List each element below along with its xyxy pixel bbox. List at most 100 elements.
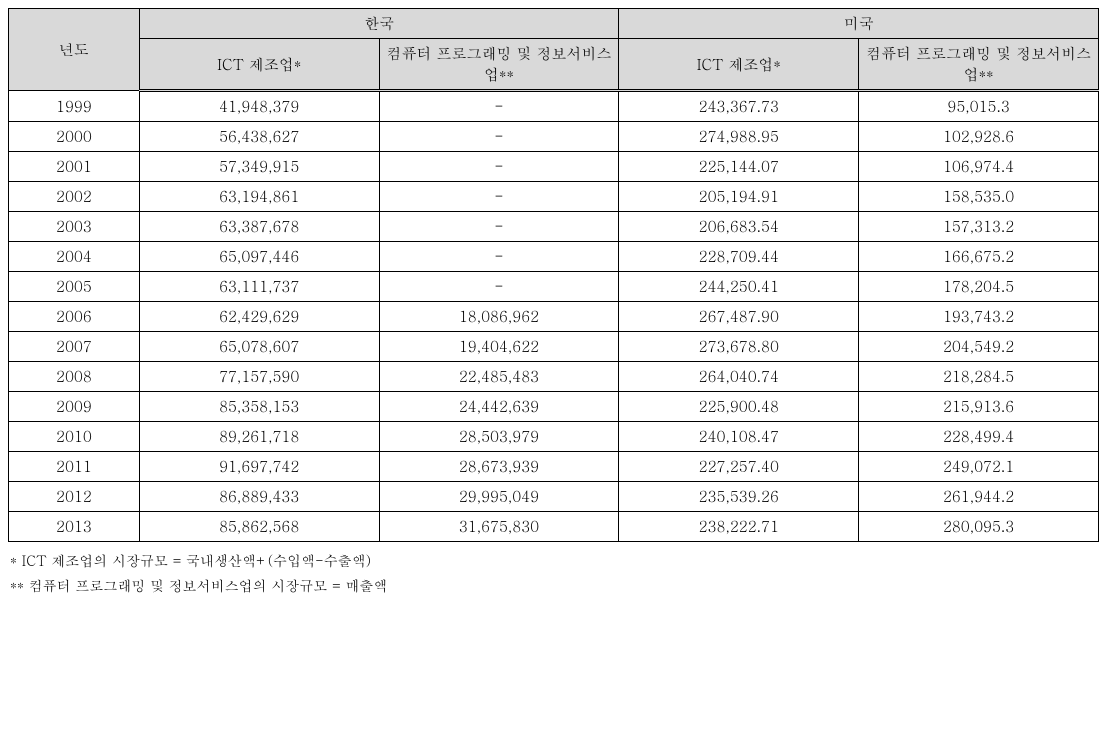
cell-usa-ict: 267,487.90 [619, 302, 859, 332]
table-row: 200877,157,59022,485,483264,040.74218,28… [9, 362, 1099, 392]
data-table: 년도 한국 미국 ICT 제조업* 컴퓨터 프로그래밍 및 정보서비스업** I… [8, 8, 1099, 542]
cell-usa-cp: 102,928.6 [859, 122, 1099, 152]
cell-year: 2012 [9, 482, 140, 512]
footnote-2: ** 컴퓨터 프로그래밍 및 정보서비스업의 시장규모 = 매출액 [8, 573, 1099, 598]
cell-usa-ict: 238,222.71 [619, 512, 859, 542]
table-row: 200263,194,861-205,194.91158,535.0 [9, 182, 1099, 212]
cell-year: 2013 [9, 512, 140, 542]
header-row-1: 년도 한국 미국 [9, 9, 1099, 39]
table-row: 199941,948,379-243,367.7395,015.3 [9, 91, 1099, 122]
footnote-1: * ICT 제조업의 시장규모 = 국내생산액+(수입액-수출액) [8, 548, 1099, 573]
cell-year: 2011 [9, 452, 140, 482]
cell-korea-ict: 57,349,915 [139, 152, 379, 182]
cell-year: 2006 [9, 302, 140, 332]
cell-year: 2004 [9, 242, 140, 272]
cell-year: 2005 [9, 272, 140, 302]
cell-usa-ict: 206,683.54 [619, 212, 859, 242]
cell-korea-cp: - [379, 242, 619, 272]
cell-usa-cp: 228,499.4 [859, 422, 1099, 452]
cell-korea-cp: 28,673,939 [379, 452, 619, 482]
cell-korea-cp: - [379, 152, 619, 182]
table-row: 201089,261,71828,503,979240,108.47228,49… [9, 422, 1099, 452]
header-usa: 미국 [619, 9, 1099, 39]
table-row: 201385,862,56831,675,830238,222.71280,09… [9, 512, 1099, 542]
cell-usa-ict: 235,539.26 [619, 482, 859, 512]
cell-year: 2010 [9, 422, 140, 452]
cell-year: 1999 [9, 91, 140, 122]
table-body: 199941,948,379-243,367.7395,015.3200056,… [9, 91, 1099, 542]
cell-usa-ict: 244,250.41 [619, 272, 859, 302]
cell-korea-ict: 62,429,629 [139, 302, 379, 332]
cell-korea-cp: - [379, 272, 619, 302]
cell-korea-cp: 18,086,962 [379, 302, 619, 332]
cell-korea-ict: 56,438,627 [139, 122, 379, 152]
cell-year: 2001 [9, 152, 140, 182]
cell-korea-cp: 31,675,830 [379, 512, 619, 542]
header-korea-ict: ICT 제조업* [139, 39, 379, 91]
table-row: 201191,697,74228,673,939227,257.40249,07… [9, 452, 1099, 482]
cell-usa-cp: 157,313.2 [859, 212, 1099, 242]
cell-korea-cp: 28,503,979 [379, 422, 619, 452]
table-row: 200465,097,446-228,709.44166,675.2 [9, 242, 1099, 272]
cell-korea-ict: 77,157,590 [139, 362, 379, 392]
cell-korea-cp: 24,442,639 [379, 392, 619, 422]
cell-usa-ict: 273,678.80 [619, 332, 859, 362]
cell-usa-ict: 227,257.40 [619, 452, 859, 482]
table-row: 200056,438,627-274,988.95102,928.6 [9, 122, 1099, 152]
cell-usa-cp: 193,743.2 [859, 302, 1099, 332]
cell-year: 2002 [9, 182, 140, 212]
cell-korea-cp: 22,485,483 [379, 362, 619, 392]
cell-usa-cp: 249,072.1 [859, 452, 1099, 482]
cell-usa-ict: 228,709.44 [619, 242, 859, 272]
cell-usa-cp: 95,015.3 [859, 91, 1099, 122]
cell-usa-ict: 240,108.47 [619, 422, 859, 452]
cell-year: 2007 [9, 332, 140, 362]
cell-korea-ict: 85,862,568 [139, 512, 379, 542]
header-usa-ict: ICT 제조업* [619, 39, 859, 91]
header-usa-cp: 컴퓨터 프로그래밍 및 정보서비스업** [859, 39, 1099, 91]
cell-year: 2003 [9, 212, 140, 242]
table-row: 200765,078,60719,404,622273,678.80204,54… [9, 332, 1099, 362]
cell-korea-ict: 85,358,153 [139, 392, 379, 422]
cell-korea-cp: 29,995,049 [379, 482, 619, 512]
cell-usa-cp: 166,675.2 [859, 242, 1099, 272]
cell-korea-cp: - [379, 91, 619, 122]
cell-usa-ict: 225,900.48 [619, 392, 859, 422]
table-row: 200157,349,915-225,144.07106,974.4 [9, 152, 1099, 182]
table-row: 200363,387,678-206,683.54157,313.2 [9, 212, 1099, 242]
cell-usa-cp: 280,095.3 [859, 512, 1099, 542]
header-korea: 한국 [139, 9, 619, 39]
cell-korea-ict: 65,097,446 [139, 242, 379, 272]
cell-korea-cp: - [379, 212, 619, 242]
table-row: 200985,358,15324,442,639225,900.48215,91… [9, 392, 1099, 422]
table-row: 200662,429,62918,086,962267,487.90193,74… [9, 302, 1099, 332]
cell-year: 2000 [9, 122, 140, 152]
header-row-2: ICT 제조업* 컴퓨터 프로그래밍 및 정보서비스업** ICT 제조업* 컴… [9, 39, 1099, 91]
cell-korea-ict: 65,078,607 [139, 332, 379, 362]
cell-usa-cp: 218,284.5 [859, 362, 1099, 392]
cell-korea-cp: - [379, 182, 619, 212]
cell-korea-ict: 89,261,718 [139, 422, 379, 452]
cell-usa-ict: 225,144.07 [619, 152, 859, 182]
table-row: 200563,111,737-244,250.41178,204.5 [9, 272, 1099, 302]
cell-usa-cp: 261,944.2 [859, 482, 1099, 512]
header-korea-cp: 컴퓨터 프로그래밍 및 정보서비스업** [379, 39, 619, 91]
cell-usa-ict: 243,367.73 [619, 91, 859, 122]
cell-usa-ict: 274,988.95 [619, 122, 859, 152]
cell-usa-ict: 264,040.74 [619, 362, 859, 392]
cell-usa-cp: 178,204.5 [859, 272, 1099, 302]
cell-korea-ict: 63,387,678 [139, 212, 379, 242]
table-row: 201286,889,43329,995,049235,539.26261,94… [9, 482, 1099, 512]
cell-usa-cp: 215,913.6 [859, 392, 1099, 422]
cell-year: 2008 [9, 362, 140, 392]
cell-korea-ict: 63,194,861 [139, 182, 379, 212]
cell-usa-cp: 106,974.4 [859, 152, 1099, 182]
cell-year: 2009 [9, 392, 140, 422]
cell-usa-cp: 158,535.0 [859, 182, 1099, 212]
cell-korea-ict: 91,697,742 [139, 452, 379, 482]
cell-korea-ict: 63,111,737 [139, 272, 379, 302]
cell-usa-cp: 204,549.2 [859, 332, 1099, 362]
header-year: 년도 [9, 9, 140, 91]
footnotes: * ICT 제조업의 시장규모 = 국내생산액+(수입액-수출액) ** 컴퓨터… [8, 548, 1099, 598]
cell-korea-ict: 41,948,379 [139, 91, 379, 122]
